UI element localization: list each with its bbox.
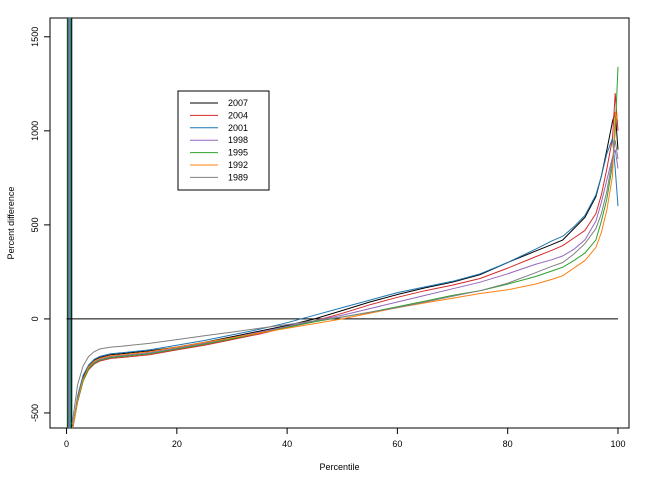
series-line-2007: [72, 111, 619, 428]
x-axis: 0 20 40 60 80 100: [64, 427, 625, 449]
series-line-1992: [72, 111, 619, 428]
legend-label-1998: 1998: [228, 135, 248, 145]
x-tick-label: 60: [392, 439, 402, 449]
legend-label-2007: 2007: [228, 98, 248, 108]
x-tick-label: 0: [64, 439, 69, 449]
x-tick-label: 40: [282, 439, 292, 449]
x-axis-label: Percentile: [319, 462, 359, 472]
y-axis: -500 0 500 1000 1500: [30, 27, 51, 422]
series-line-2004: [72, 93, 619, 428]
y-tick-label: 1500: [30, 27, 40, 47]
legend-label-2001: 2001: [228, 123, 248, 133]
y-axis-label: Percent difference: [6, 187, 16, 260]
series-line-1998: [72, 149, 619, 428]
legend-label-1989: 1989: [228, 172, 248, 182]
legend-label-1992: 1992: [228, 160, 248, 170]
legend-label-2004: 2004: [228, 110, 248, 120]
y-tick-label: 1000: [30, 121, 40, 141]
plot-area: [66, 18, 619, 428]
series-line-1989: [71, 140, 619, 425]
series-line-2001: [72, 138, 619, 428]
legend: 2007 2004 2001 1998 1995 1992 1989: [177, 90, 270, 191]
plot-frame: [49, 17, 630, 429]
x-tick-label: 100: [610, 439, 625, 449]
x-tick-label: 20: [172, 439, 182, 449]
x-tick-label: 80: [503, 439, 513, 449]
y-tick-label: 0: [30, 316, 40, 321]
y-tick-label: -500: [30, 404, 40, 422]
y-tick-label: 500: [30, 217, 40, 232]
legend-label-1995: 1995: [228, 148, 248, 158]
low-percentile-band: [66, 18, 73, 428]
